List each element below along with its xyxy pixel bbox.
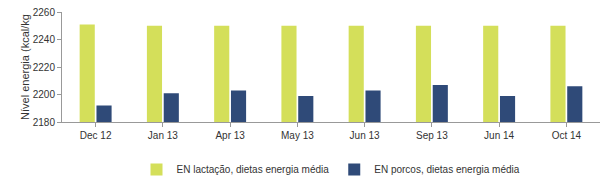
svg-text:2200: 2200 bbox=[33, 89, 56, 100]
svg-text:2220: 2220 bbox=[33, 62, 56, 73]
svg-text:May 13: May 13 bbox=[281, 130, 314, 141]
svg-text:Jun 14: Jun 14 bbox=[484, 130, 514, 141]
svg-text:Jan 13: Jan 13 bbox=[148, 130, 178, 141]
svg-text:2180: 2180 bbox=[33, 117, 56, 128]
svg-text:EN lactação, dietas energia mé: EN lactação, dietas energia média bbox=[177, 164, 330, 175]
svg-text:EN porcos, dietas energia médi: EN porcos, dietas energia média bbox=[374, 164, 520, 175]
svg-text:2260: 2260 bbox=[33, 7, 56, 18]
svg-text:Jun 13: Jun 13 bbox=[350, 130, 380, 141]
svg-text:Nível energia (kcal/kg: Nível energia (kcal/kg bbox=[19, 14, 31, 120]
svg-text:2240: 2240 bbox=[33, 34, 56, 45]
svg-text:Oct 14: Oct 14 bbox=[552, 130, 582, 141]
svg-text:Sep 13: Sep 13 bbox=[416, 130, 448, 141]
svg-text:Dec 12: Dec 12 bbox=[80, 130, 112, 141]
svg-text:Apr 13: Apr 13 bbox=[215, 130, 245, 141]
